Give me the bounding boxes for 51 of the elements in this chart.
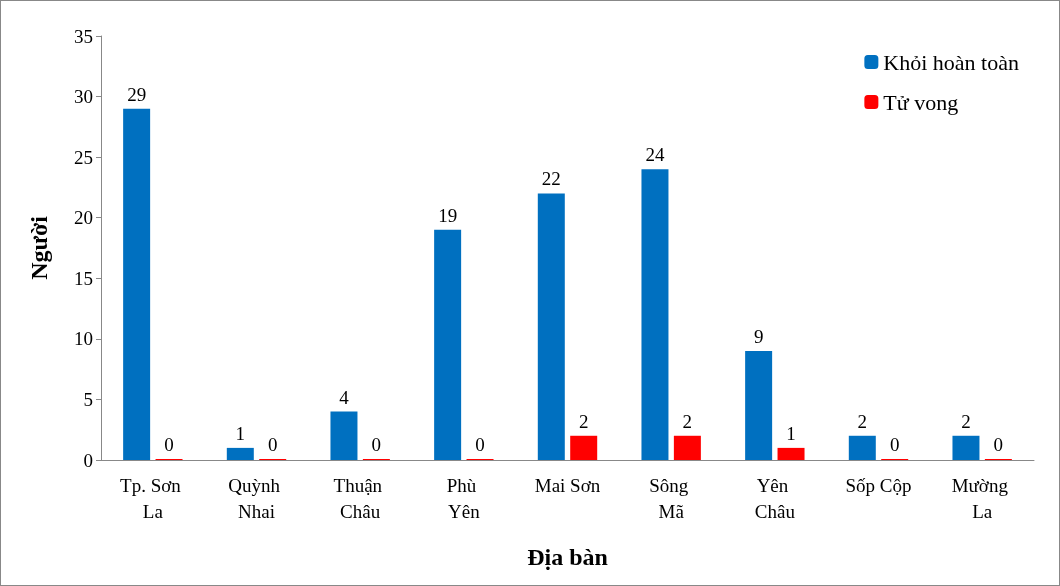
y-tick-label: 30: [74, 86, 93, 108]
data-label: 4: [339, 386, 350, 408]
x-tick-label: Sốp Cộp: [845, 474, 912, 496]
bar: [537, 193, 565, 460]
x-axis-title: Địa bàn: [527, 544, 608, 570]
bar: [123, 108, 151, 460]
y-tick-label: 20: [74, 207, 93, 229]
bar: [330, 411, 358, 460]
data-label: 2: [578, 410, 589, 432]
y-tick-label: 10: [74, 328, 93, 350]
y-tick-label: 5: [83, 388, 93, 410]
data-label: 0: [993, 434, 1004, 455]
data-label: 0: [475, 434, 485, 455]
bar: [673, 435, 701, 460]
y-axis-title: Người: [26, 215, 52, 280]
x-tick-label: Mai Sơn: [534, 474, 601, 496]
data-label: 0: [889, 434, 900, 455]
y-tick-label: 35: [74, 25, 93, 47]
bar: [777, 447, 805, 460]
x-tick-label: Yên Châu: [754, 474, 796, 522]
x-tick-label: Quỳnh Nhai: [228, 474, 285, 522]
bar: [641, 169, 669, 460]
data-label: 0: [164, 434, 174, 455]
data-label: 2: [857, 410, 868, 432]
x-tick-label: Tp. Sơn La: [120, 474, 186, 522]
data-label: 0: [267, 434, 278, 455]
bar: [952, 435, 980, 460]
data-label: 1: [235, 422, 246, 444]
x-tick-label: Mường La: [951, 474, 1013, 522]
legend-label: Khỏi hoàn toàn: [883, 49, 1020, 75]
x-tick-label: Thuận Châu: [333, 474, 387, 522]
bar: [570, 435, 598, 460]
bar: [745, 350, 773, 460]
bar: [434, 229, 462, 460]
data-label: 0: [371, 434, 382, 455]
data-label: 2: [682, 410, 693, 432]
data-label: 22: [541, 168, 561, 190]
legend-label: Tử vong: [883, 89, 959, 115]
data-label: 1: [786, 422, 796, 444]
data-label: 2: [961, 410, 971, 432]
y-tick-label: 0: [83, 449, 93, 471]
data-label: 24: [645, 144, 665, 166]
data-label: 19: [438, 204, 458, 226]
x-tick-label: Phù Yên: [446, 474, 481, 522]
y-tick-label: 15: [74, 267, 93, 289]
bar: [226, 447, 254, 460]
data-label: 29: [127, 83, 147, 105]
y-tick-label: 25: [74, 146, 93, 168]
x-tick-label: Sông Mã: [649, 474, 694, 522]
data-label: 9: [753, 325, 764, 347]
bar: [848, 435, 876, 460]
